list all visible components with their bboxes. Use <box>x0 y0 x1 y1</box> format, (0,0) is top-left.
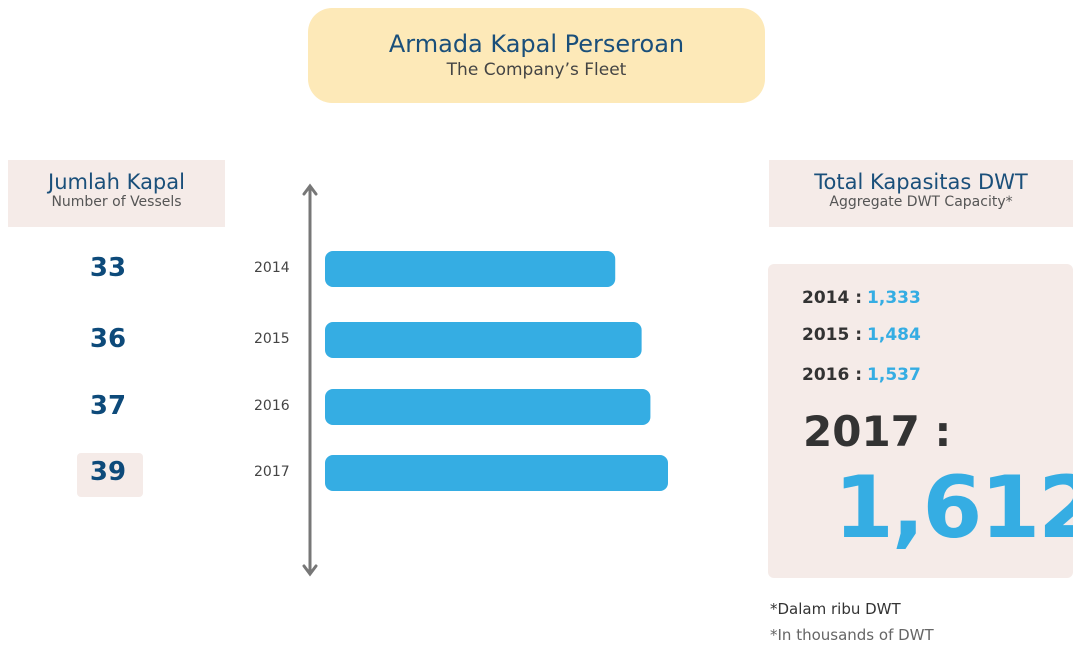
dwt-value: 1,333 <box>867 288 921 308</box>
dwt-value-big: 1,612 <box>834 458 1073 558</box>
bar <box>325 455 668 491</box>
dwt-year: 2014 : <box>802 288 863 308</box>
vessel-count: 39 <box>89 457 127 487</box>
dwt-value: 1,537 <box>867 365 921 385</box>
right-header: Total Kapasitas DWT Aggregate DWT Capaci… <box>769 160 1073 227</box>
year-label: 2014 <box>254 260 290 276</box>
title: Armada Kapal Perseroan <box>388 30 685 58</box>
left-header: Jumlah Kapal Number of Vessels <box>8 160 225 227</box>
year-label: 2015 <box>254 331 290 347</box>
dwt-value: 1,484 <box>867 325 921 345</box>
vessel-count: 36 <box>89 324 127 354</box>
vessel-count: 33 <box>89 253 127 283</box>
dwt-panel <box>768 264 1073 578</box>
bar <box>325 251 616 287</box>
year-label: 2017 <box>254 464 290 480</box>
left-header-subtitle: Number of Vessels <box>51 194 182 210</box>
footnote: *In thousands of DWT <box>770 626 934 644</box>
right-header-title: Total Kapasitas DWT <box>814 170 1028 194</box>
dwt-line: 2015 :1,484 <box>802 325 921 345</box>
dwt-year-big: 2017 : <box>803 407 952 456</box>
dwt-year: 2016 : <box>802 365 863 385</box>
year-label: 2016 <box>254 398 290 414</box>
vessel-count: 37 <box>89 391 127 421</box>
left-header-title: Jumlah Kapal <box>48 170 185 194</box>
dwt-line: 2014 :1,333 <box>802 288 921 308</box>
right-header-subtitle: Aggregate DWT Capacity* <box>829 194 1013 210</box>
bar <box>325 322 642 358</box>
highlight-box <box>77 453 143 497</box>
title-box: Armada Kapal Perseroan The Company’s Fle… <box>308 8 765 103</box>
subtitle: The Company’s Fleet <box>446 60 627 80</box>
footnote: *Dalam ribu DWT <box>770 600 901 618</box>
dwt-line: 2016 :1,537 <box>802 365 921 385</box>
bar <box>325 389 651 425</box>
dwt-year: 2015 : <box>802 325 863 345</box>
arrow <box>302 183 318 577</box>
